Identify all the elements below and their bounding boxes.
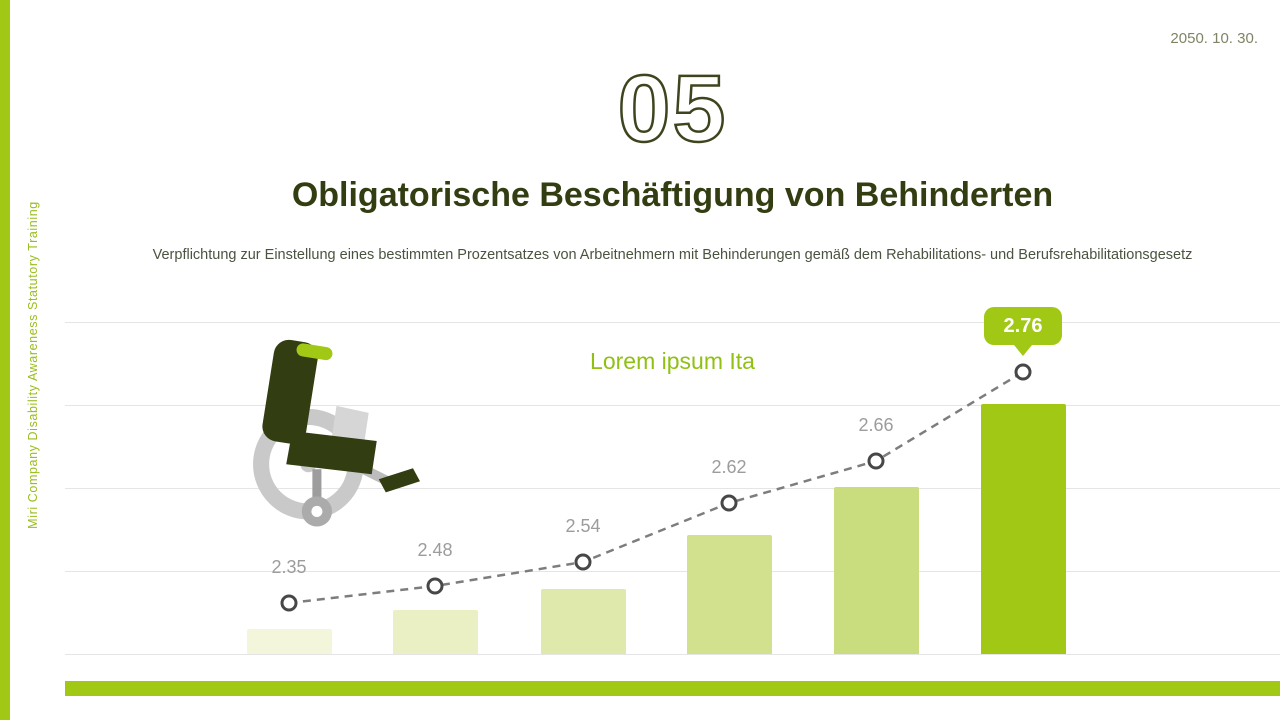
- sidebar-vertical-text: Miri Company Disability Awareness Statut…: [26, 201, 40, 529]
- point-label-5: 2.66: [858, 415, 894, 435]
- point-label-1: 2.35: [271, 557, 307, 577]
- highlight-callout: 2.76: [984, 307, 1062, 345]
- point-label-2: 2.48: [417, 540, 453, 560]
- slide-date: 2050. 10. 30.: [1170, 30, 1258, 47]
- section-number: 05: [616, 56, 728, 162]
- caster-fork: [312, 469, 322, 508]
- chair-back: [262, 339, 318, 444]
- bar-4: [686, 535, 772, 654]
- seat: [286, 431, 377, 475]
- slide-subtitle: Verpflichtung zur Einstellung eines best…: [152, 247, 1193, 263]
- left-accent-strip: [0, 0, 10, 720]
- wheelchair-icon: [253, 339, 420, 527]
- point-label-3: 2.54: [565, 516, 601, 536]
- footrest: [378, 468, 420, 493]
- highlight-value: 2.76: [1003, 314, 1043, 337]
- point-label-4: 2.62: [711, 457, 747, 477]
- bar-6: [980, 404, 1066, 654]
- trend-line: [280, 363, 1032, 612]
- bar-5: [833, 487, 919, 654]
- bar-3: [540, 589, 626, 654]
- bar-2: [392, 610, 478, 654]
- front-caster-wheel: [301, 496, 332, 527]
- bar-1: [246, 629, 332, 654]
- push-handle: [296, 343, 333, 361]
- bottom-accent-strip: [65, 681, 1280, 696]
- slide-title: Obligatorische Beschäftigung von Behinde…: [291, 176, 1054, 214]
